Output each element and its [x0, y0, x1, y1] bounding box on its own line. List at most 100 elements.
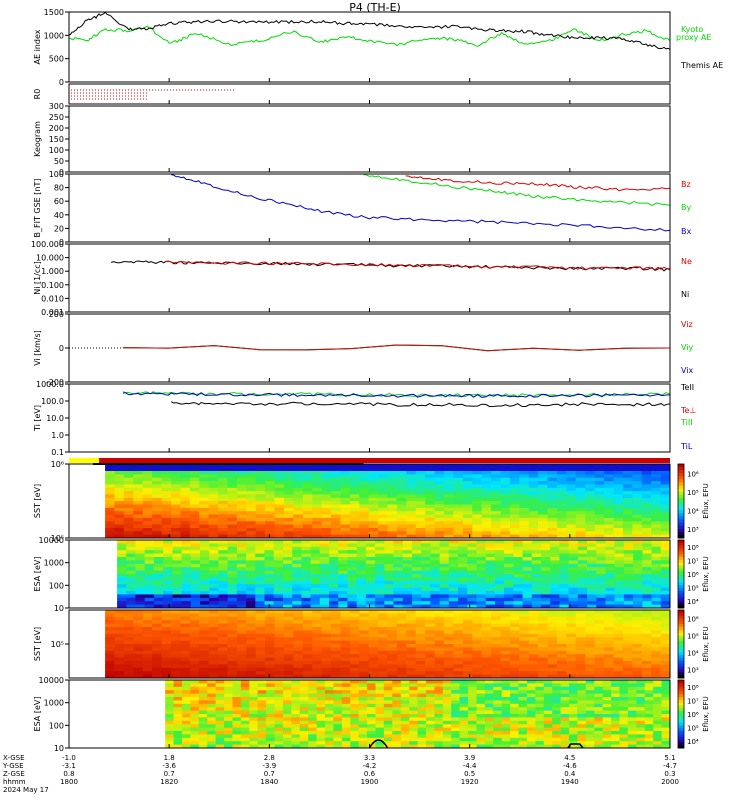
- sst-electron-spectrogram-cell: [509, 633, 520, 638]
- sst-ion-spectrogram-cell: [528, 477, 539, 482]
- esa-electron-spectrogram-cell: [165, 717, 175, 722]
- panel-10-ytick-label: 10: [54, 744, 64, 753]
- esa-ion-spectrogram-cell: [550, 587, 560, 592]
- sst-electron-spectrogram-cell: [152, 633, 163, 638]
- sst-electron-spectrogram-cell: [171, 644, 181, 648]
- sst-electron-spectrogram-cell: [387, 610, 398, 614]
- esa-electron-spectrogram-cell: [207, 697, 217, 701]
- sst-electron-spectrogram-cell: [566, 657, 577, 662]
- sst-ion-spectrogram-cell: [491, 507, 502, 512]
- esa-electron-spectrogram-cell: [552, 703, 562, 708]
- sst-electron-spectrogram-cell: [218, 654, 228, 659]
- esa-ion-spectrogram-cell: [402, 567, 413, 572]
- esa-electron-spectrogram-cell: [375, 693, 385, 698]
- esa-ion-spectrogram-cell: [209, 560, 219, 565]
- esa-electron-spectrogram-cell: [165, 714, 175, 718]
- esa-electron-spectrogram-cell: [266, 703, 276, 708]
- esa-electron-spectrogram-cell: [493, 714, 503, 718]
- colorbar-9-cell: [678, 621, 684, 625]
- esa-ion-spectrogram-cell: [181, 587, 192, 592]
- esa-ion-spectrogram-cell: [559, 591, 570, 595]
- sst-ion-spectrogram-cell: [500, 477, 511, 482]
- esa-ion-spectrogram-cell: [430, 601, 441, 606]
- esa-ion-spectrogram-cell: [430, 574, 441, 578]
- sst-electron-spectrogram-cell: [331, 630, 341, 635]
- esa-ion-spectrogram-cell: [255, 560, 266, 565]
- panel-5-ylabel: Vi [km/s]: [33, 330, 42, 366]
- sst-electron-spectrogram-cell: [557, 623, 567, 628]
- esa-electron-spectrogram-cell: [198, 707, 208, 712]
- sst-ion-spectrogram-cell: [105, 481, 116, 486]
- sst-electron-spectrogram-cell: [293, 640, 304, 645]
- esa-ion-spectrogram-cell: [292, 604, 302, 608]
- sst-ion-spectrogram-cell: [208, 514, 219, 519]
- esa-ion-spectrogram-cell: [227, 563, 238, 568]
- esa-electron-spectrogram-cell: [283, 741, 292, 746]
- esa-ion-spectrogram-cell: [559, 584, 570, 589]
- sst-ion-spectrogram-cell: [152, 474, 163, 479]
- sst-electron-spectrogram-cell: [462, 616, 473, 621]
- esa-ion-spectrogram-cell: [660, 553, 670, 558]
- sst-electron-spectrogram-cell: [265, 650, 276, 655]
- sst-electron-spectrogram-cell: [265, 654, 276, 659]
- esa-ion-spectrogram-cell: [485, 594, 496, 599]
- sst-electron-spectrogram-cell: [613, 674, 624, 678]
- esa-ion-spectrogram-cell: [430, 591, 441, 595]
- sst-electron-spectrogram-cell: [500, 644, 511, 648]
- sst-ion-spectrogram-cell: [453, 534, 464, 538]
- esa-electron-spectrogram-cell: [594, 744, 604, 748]
- sst-ion-spectrogram-cell: [575, 487, 586, 492]
- sst-ion-spectrogram-cell: [274, 484, 285, 489]
- esa-ion-spectrogram-cell: [117, 601, 127, 606]
- sst-electron-spectrogram-cell: [604, 630, 615, 635]
- esa-ion-spectrogram-cell: [541, 597, 551, 602]
- sst-electron-spectrogram-cell: [246, 610, 257, 614]
- esa-electron-spectrogram-cell: [602, 680, 612, 684]
- sst-ion-spectrogram-cell: [218, 534, 228, 538]
- sst-electron-spectrogram-cell: [462, 640, 473, 645]
- sst-ion-spectrogram-cell: [236, 481, 247, 486]
- esa-ion-spectrogram-cell: [412, 604, 422, 608]
- colorbar-8-cell: [678, 568, 684, 572]
- esa-ion-spectrogram-cell: [301, 580, 312, 585]
- sst-electron-spectrogram-cell: [415, 650, 426, 655]
- sst-electron-spectrogram-cell: [302, 647, 313, 652]
- colorbar-9-cell: [678, 661, 684, 665]
- sst-ion-spectrogram-cell: [632, 477, 643, 482]
- esa-electron-spectrogram-cell: [468, 724, 478, 729]
- esa-ion-spectrogram-cell: [255, 594, 266, 599]
- esa-ion-spectrogram-cell: [264, 587, 275, 592]
- sst-ion-spectrogram-cell: [161, 477, 172, 482]
- esa-electron-spectrogram-cell: [392, 690, 402, 695]
- esa-electron-spectrogram-cell: [434, 734, 444, 739]
- sst-ion-spectrogram-cell: [246, 517, 257, 522]
- esa-ion-spectrogram-cell: [283, 594, 293, 599]
- esa-ion-spectrogram-cell: [375, 560, 385, 565]
- sst-ion-spectrogram-cell: [575, 514, 586, 519]
- sst-electron-spectrogram-cell: [585, 674, 596, 678]
- esa-ion-spectrogram-cell: [144, 567, 155, 572]
- sst-ion-spectrogram-cell: [208, 504, 219, 509]
- esa-electron-spectrogram-cell: [308, 731, 318, 735]
- esa-ion-spectrogram-cell: [144, 601, 155, 606]
- esa-electron-spectrogram-cell: [190, 710, 200, 715]
- sst-electron-spectrogram-cell: [660, 637, 670, 642]
- sst-ion-spectrogram-cell: [622, 487, 633, 492]
- esa-ion-spectrogram-cell: [264, 584, 275, 589]
- sst-electron-spectrogram-cell: [359, 640, 370, 645]
- sst-ion-spectrogram-cell: [293, 511, 304, 516]
- esa-ion-spectrogram-cell: [605, 550, 616, 555]
- sst-ion-spectrogram-cell: [274, 531, 285, 536]
- esa-electron-spectrogram-cell: [291, 697, 301, 701]
- esa-electron-spectrogram-cell: [417, 686, 427, 691]
- esa-electron-spectrogram-cell: [358, 724, 368, 729]
- esa-ion-spectrogram-cell: [467, 553, 478, 558]
- sst-ion-spectrogram-cell: [312, 494, 323, 499]
- esa-electron-spectrogram-cell: [240, 686, 250, 691]
- esa-electron-spectrogram-cell: [594, 731, 604, 735]
- esa-electron-spectrogram-cell: [569, 680, 578, 684]
- sst-electron-spectrogram-cell: [594, 654, 605, 659]
- sst-ion-spectrogram-cell: [208, 484, 219, 489]
- esa-electron-spectrogram-cell: [274, 714, 284, 718]
